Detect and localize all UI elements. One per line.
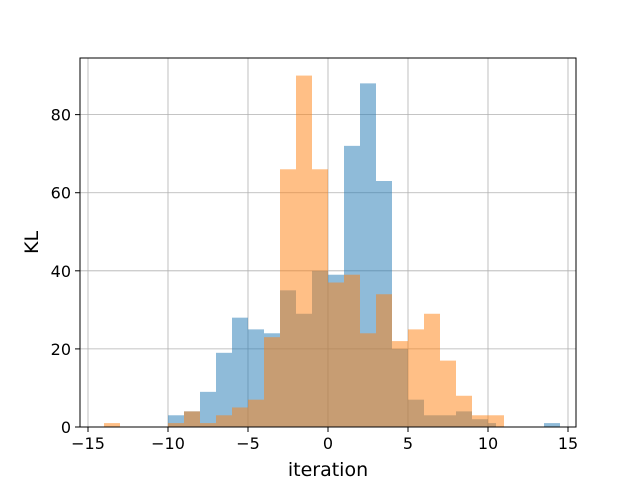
x-tick-label: −15 xyxy=(71,434,105,453)
histogram-bar-series-1 xyxy=(232,317,248,427)
x-tick-label: 10 xyxy=(478,434,498,453)
histogram-bar-series-2 xyxy=(456,395,472,427)
y-tick-label: 60 xyxy=(51,184,71,203)
histogram-bars xyxy=(104,75,560,428)
y-tick-label: 40 xyxy=(51,262,71,281)
histogram-bar-series-2 xyxy=(200,423,216,427)
x-tick-label: 5 xyxy=(403,434,413,453)
histogram-bar-series-1 xyxy=(200,391,216,427)
histogram-bar-series-2 xyxy=(280,169,296,428)
y-axis-label: KL xyxy=(21,231,43,254)
histogram-bar-series-2 xyxy=(440,360,456,427)
histogram-bar-series-2 xyxy=(168,423,184,427)
x-tick-label: −5 xyxy=(236,434,260,453)
histogram-bar-series-2 xyxy=(312,169,328,428)
histogram-bar-series-2 xyxy=(264,337,280,427)
histogram-bar-series-2 xyxy=(488,415,504,427)
histogram-bar-series-2 xyxy=(216,415,232,427)
axis-ticks: −15 −10 −5 0 5 10 15 0 20 40 60 80 xyxy=(51,106,579,453)
histogram-bar-series-2 xyxy=(248,399,264,427)
histogram-bar-series-2 xyxy=(328,282,344,427)
histogram-bar-series-1 xyxy=(544,423,560,427)
histogram-bar-series-2 xyxy=(296,75,312,428)
histogram-bar-series-2 xyxy=(104,423,120,427)
y-tick-label: 80 xyxy=(51,106,71,125)
x-tick-label: 0 xyxy=(323,434,333,453)
histogram-bar-series-2 xyxy=(232,407,248,427)
histogram-bar-series-2 xyxy=(472,415,488,427)
histogram-bar-series-2 xyxy=(424,313,440,427)
histogram-bar-series-2 xyxy=(376,294,392,427)
histogram-bar-series-2 xyxy=(408,329,424,427)
histogram-bar-series-2 xyxy=(392,341,408,427)
histogram-bar-series-1 xyxy=(216,352,232,427)
x-axis-label: iteration xyxy=(288,459,368,480)
histogram-bar-series-1 xyxy=(168,415,184,427)
histogram-bar-series-2 xyxy=(184,411,200,427)
y-tick-label: 0 xyxy=(61,418,71,437)
histogram-bar-series-2 xyxy=(360,333,376,427)
histogram-bar-series-2 xyxy=(344,274,360,427)
x-tick-label: −10 xyxy=(151,434,185,453)
x-tick-label: 15 xyxy=(558,434,578,453)
y-tick-label: 20 xyxy=(51,340,71,359)
